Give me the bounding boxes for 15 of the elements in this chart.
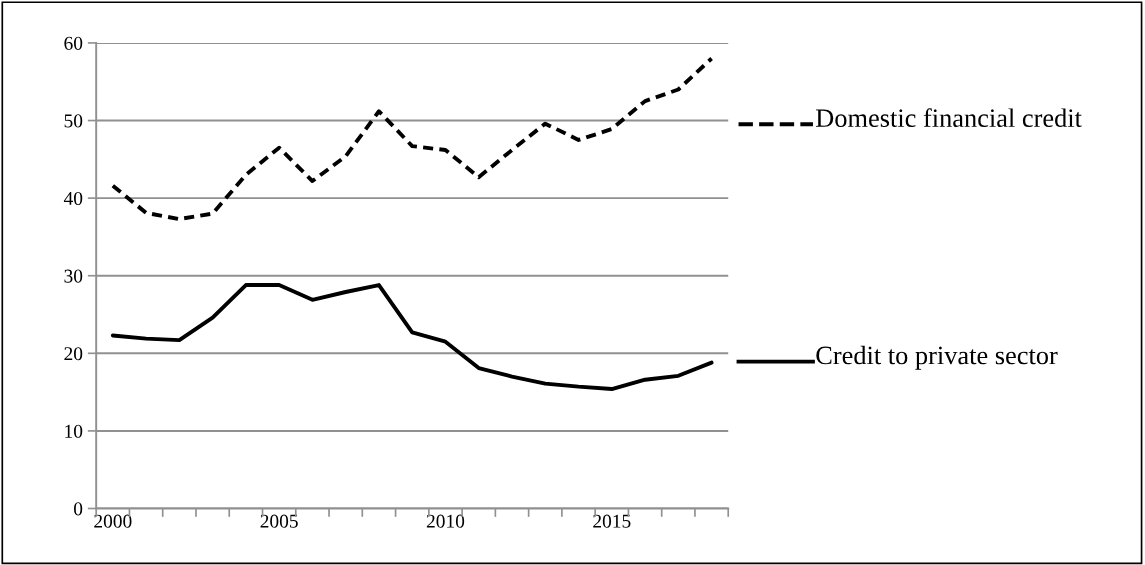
- y-tick-label: 30: [64, 269, 83, 283]
- y-tick-label: 60: [64, 36, 83, 50]
- y-tick-label: 40: [63, 191, 83, 206]
- x-tick-label: 2000: [94, 514, 132, 528]
- x-tick-label: 2015: [593, 514, 631, 528]
- x-tick-label: 2005: [260, 514, 298, 528]
- y-tick-label: 50: [64, 114, 83, 128]
- y-tick-label: 0: [74, 502, 83, 516]
- line-series: [110, 283, 714, 391]
- legend-label: Credit to private sector: [816, 345, 1058, 370]
- x-tick-label: 2010: [426, 514, 465, 528]
- y-tick-label: 10: [65, 424, 83, 438]
- legend-label: Domestic financial credit: [816, 108, 1082, 128]
- line-series: [110, 56, 714, 222]
- y-tick-label: 20: [64, 347, 83, 361]
